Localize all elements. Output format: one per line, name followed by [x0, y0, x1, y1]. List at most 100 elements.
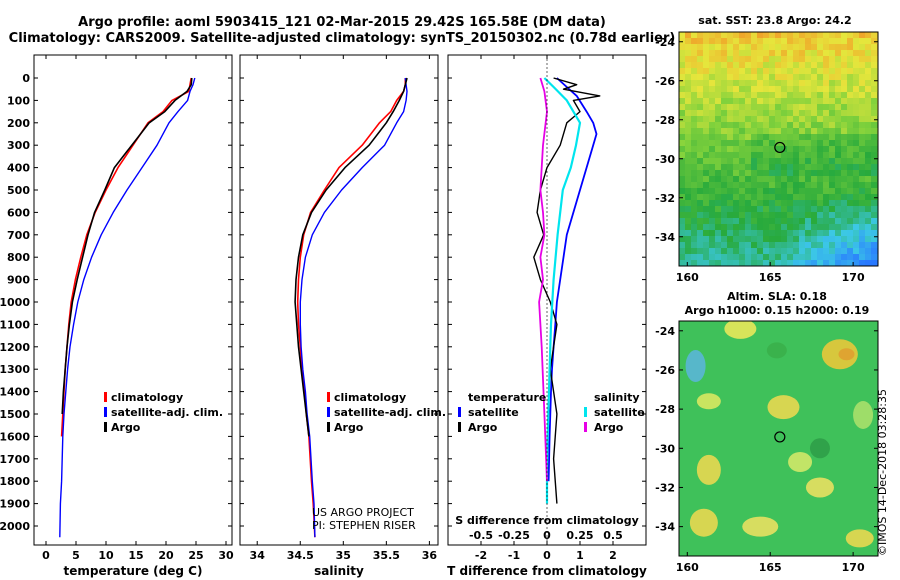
- sst-cell: [865, 176, 872, 183]
- sst-cell: [781, 134, 788, 141]
- difference-xlabel: T difference from climatology: [447, 564, 647, 578]
- lat-tick-label: -28: [655, 403, 675, 416]
- sst-cell: [679, 98, 686, 105]
- sst-cell: [745, 170, 752, 177]
- sst-cell: [853, 200, 860, 207]
- sst-cell: [847, 218, 854, 225]
- sst-cell: [715, 152, 722, 159]
- sst-cell: [841, 86, 848, 93]
- sst-cell: [805, 182, 812, 189]
- sst-cell: [841, 206, 848, 213]
- sst-cell: [757, 56, 764, 63]
- sst-cell: [775, 146, 782, 153]
- sst-cell: [841, 134, 848, 141]
- sst-map-lon-axis: 160 165 170: [676, 262, 865, 284]
- depth-tick-label: 1900: [0, 498, 30, 511]
- sst-cell: [853, 230, 860, 237]
- sst-cell: [733, 206, 740, 213]
- sst-cell: [781, 176, 788, 183]
- sst-cell: [799, 110, 806, 117]
- sst-cell: [727, 260, 734, 266]
- sst-cell: [721, 44, 728, 51]
- sst-cell: [793, 68, 800, 75]
- sst-cell: [781, 248, 788, 255]
- sst-cell: [775, 86, 782, 93]
- difference-series: [533, 77, 601, 504]
- sst-cell: [859, 158, 866, 165]
- depth-tick-label: 700: [7, 229, 30, 242]
- sst-cell: [787, 116, 794, 123]
- sst-cell: [847, 248, 854, 255]
- sst-cell: [709, 32, 716, 39]
- sst-cell: [847, 62, 854, 69]
- sst-cell: [871, 170, 878, 177]
- sst-cell: [691, 38, 698, 45]
- title-line-1: Argo profile: aoml 5903415_121 02-Mar-20…: [78, 15, 606, 30]
- legend-salinity-title: salinity: [594, 391, 640, 404]
- depth-tick-label: 1600: [0, 430, 30, 443]
- sst-cell: [703, 44, 710, 51]
- sst-cell: [685, 254, 692, 261]
- sst-cell: [853, 158, 860, 165]
- sst-cell: [805, 140, 812, 147]
- sst-cell: [805, 212, 812, 219]
- sst-cell: [799, 38, 806, 45]
- sst-cell: [835, 248, 842, 255]
- sst-cell: [871, 236, 878, 243]
- sst-cell: [775, 170, 782, 177]
- sst-cell: [715, 68, 722, 75]
- sst-cell: [775, 188, 782, 195]
- sst-cell: [793, 236, 800, 243]
- sst-cell: [865, 188, 872, 195]
- sst-cell: [841, 182, 848, 189]
- sst-cell: [715, 260, 722, 266]
- sst-cell: [763, 74, 770, 81]
- sst-cell: [775, 230, 782, 237]
- sst-cell: [805, 254, 812, 261]
- sst-cell: [727, 164, 734, 171]
- sst-cell: [703, 200, 710, 207]
- sst-cell: [835, 32, 842, 39]
- sst-cell: [721, 62, 728, 69]
- sst-cell: [793, 170, 800, 177]
- sst-cell: [871, 68, 878, 75]
- sst-cell: [859, 128, 866, 135]
- sst-cell: [793, 218, 800, 225]
- sst-cell: [751, 134, 758, 141]
- sst-cell: [793, 86, 800, 93]
- legend-climatology-swatch: [104, 392, 107, 402]
- sst-cell: [703, 74, 710, 81]
- sst-cell: [703, 212, 710, 219]
- sst-cell: [811, 32, 818, 39]
- sst-cell: [727, 92, 734, 99]
- sst-cell: [829, 146, 836, 153]
- sst-cell: [841, 62, 848, 69]
- sst-cell: [871, 44, 878, 51]
- sst-cell: [793, 188, 800, 195]
- sst-cell: [865, 242, 872, 249]
- sst-cell: [745, 230, 752, 237]
- sst-cell: [757, 218, 764, 225]
- sst-cell: [709, 200, 716, 207]
- sst-cell: [745, 80, 752, 87]
- sst-cell: [685, 56, 692, 63]
- sst-cell: [733, 254, 740, 261]
- sst-cell: [799, 248, 806, 255]
- sst-cell: [853, 182, 860, 189]
- sst-cell: [781, 230, 788, 237]
- sst-cell: [679, 206, 686, 213]
- sst-cell: [799, 56, 806, 63]
- sst-cell: [829, 254, 836, 261]
- sst-cell: [733, 230, 740, 237]
- sst-cell: [835, 56, 842, 63]
- sst-cell: [685, 182, 692, 189]
- sst-cell: [799, 74, 806, 81]
- sst-cell: [721, 146, 728, 153]
- sst-cell: [715, 44, 722, 51]
- sst-cell: [799, 158, 806, 165]
- sst-cell: [763, 212, 770, 219]
- sst-map-frame: [678, 31, 879, 267]
- sst-cell: [721, 182, 728, 189]
- sst-cell: [865, 152, 872, 159]
- sst-cell: [865, 260, 872, 266]
